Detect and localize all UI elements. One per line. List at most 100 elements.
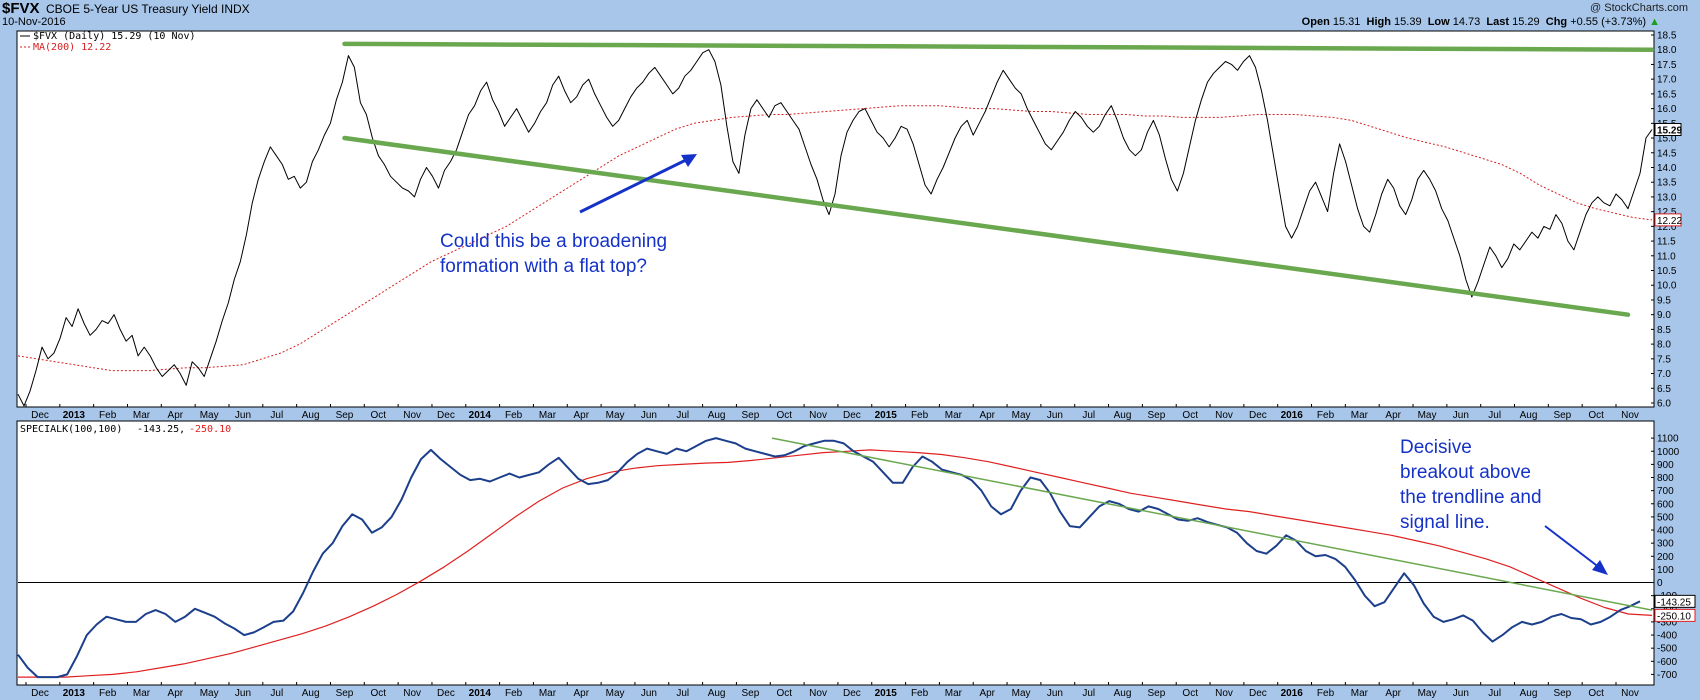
x-tick-label-top: Nov <box>809 410 827 421</box>
y-tick-label-bottom: 1000 <box>1657 447 1680 458</box>
low-value: 14.73 <box>1452 16 1481 28</box>
x-tick-label-bottom: Sep <box>336 688 354 699</box>
x-tick-label-bottom: Dec <box>31 688 49 699</box>
x-tick-label-top: Dec <box>31 410 49 421</box>
last-value: 15.29 <box>1512 16 1540 28</box>
x-tick-label-top: Nov <box>1215 410 1233 421</box>
x-tick-label-top: Mar <box>539 410 557 421</box>
annotation-arrow-top <box>579 156 691 214</box>
x-tick-label-bottom: Nov <box>1215 688 1233 699</box>
y-tick-label-top: 18.0 <box>1657 45 1677 56</box>
y-tick-label-top: 7.5 <box>1657 354 1671 365</box>
y-tick-label-bottom: -300 <box>1657 617 1677 628</box>
price-badge-label: 15.29 <box>1657 126 1682 137</box>
x-tick-label-bottom: 2016 <box>1281 688 1304 699</box>
x-tick-label-bottom: Feb <box>99 688 117 699</box>
y-tick-label-bottom: 200 <box>1657 552 1674 563</box>
x-tick-label-top: Aug <box>1520 410 1538 421</box>
x-tick-label-bottom: Feb <box>1317 688 1335 699</box>
legend-specialk: SPECIALK(100,100) <box>20 424 122 435</box>
x-tick-label-top: Oct <box>776 410 792 421</box>
symbol-name-text: CBOE 5-Year US Treasury Yield <box>46 2 218 16</box>
y-tick-label-top: 16.0 <box>1657 104 1677 115</box>
x-tick-label-bottom: Jun <box>1453 688 1469 699</box>
y-tick-label-top: 12.5 <box>1657 207 1677 218</box>
y-tick-label-bottom: 0 <box>1657 578 1663 589</box>
x-tick-label-top: Aug <box>302 410 320 421</box>
x-tick-label-bottom: Sep <box>1147 688 1165 699</box>
y-tick-label-top: 10.5 <box>1657 266 1677 277</box>
arrow-head-icon <box>681 154 697 167</box>
y-tick-label-top: 12.0 <box>1657 222 1677 233</box>
symbol-name: CBOE 5-Year US Treasury Yield INDX <box>46 2 250 16</box>
x-tick-label-top: Apr <box>1385 410 1401 421</box>
ohlc-readout: Open 15.31 High 15.39 Low 14.73 Last 15.… <box>1302 16 1660 28</box>
x-tick-label-top: Dec <box>1249 410 1267 421</box>
y-tick-label-top: 7.0 <box>1657 369 1671 380</box>
price-badge <box>1654 123 1682 137</box>
chg-value: +0.55 (+3.73%) <box>1570 16 1647 28</box>
y-tick-label-top: 17.0 <box>1657 75 1677 86</box>
x-tick-label-top: Sep <box>1147 410 1165 421</box>
x-tick-label-bottom: Aug <box>1520 688 1538 699</box>
trendline-flat-top <box>342 41 1655 52</box>
signal-line <box>18 449 1653 678</box>
x-tick-label-top: Apr <box>979 410 995 421</box>
low-label: Low <box>1427 16 1450 28</box>
x-tick-label-top: Oct <box>1182 410 1198 421</box>
x-tick-label-top: Dec <box>843 410 861 421</box>
x-tick-label-top: Oct <box>1588 410 1604 421</box>
x-tick-label-top: Feb <box>1317 410 1335 421</box>
x-tick-label-bottom: Feb <box>911 688 929 699</box>
y-tick-label-top: 13.5 <box>1657 178 1677 189</box>
x-tick-label-bottom: Mar <box>539 688 557 699</box>
high-label: High <box>1366 16 1391 28</box>
y-tick-label-bottom: 1100 <box>1657 434 1679 445</box>
x-tick-label-top: 2014 <box>469 410 492 421</box>
x-tick-label-bottom: Sep <box>1553 688 1571 699</box>
x-tick-label-bottom: Aug <box>1114 688 1132 699</box>
indicator-panel <box>16 420 1655 686</box>
x-tick-label-bottom: 2013 <box>63 688 86 699</box>
x-tick-label-bottom: Apr <box>168 688 184 699</box>
x-tick-label-bottom: Mar <box>133 688 151 699</box>
x-tick-label-top: May <box>200 410 219 421</box>
annotation-arrow-bottom <box>1544 525 1601 569</box>
specialk-badge <box>1654 594 1696 608</box>
x-tick-label-bottom: Jul <box>270 688 283 699</box>
y-tick-label-bottom: 700 <box>1657 486 1674 497</box>
x-tick-label-top: Apr <box>573 410 589 421</box>
y-tick-label-top: 16.5 <box>1657 89 1677 100</box>
x-tick-label-bottom: 2015 <box>875 688 898 699</box>
x-tick-label-top: Dec <box>437 410 455 421</box>
x-tick-label-bottom: Feb <box>505 688 523 699</box>
annotation-bottom-line4: signal line. <box>1400 512 1490 533</box>
exchange-label: INDX <box>220 2 250 16</box>
x-tick-label-bottom: May <box>1418 688 1437 699</box>
x-tick-label-top: Aug <box>708 410 726 421</box>
y-tick-label-top: 18.5 <box>1657 31 1677 42</box>
y-tick-label-top: 15.0 <box>1657 134 1677 145</box>
legend-price: $FVX (Daily) 15.29 (10 Nov) <box>33 31 196 42</box>
x-tick-label-top: Sep <box>336 410 354 421</box>
open-value: 15.31 <box>1332 16 1361 28</box>
specialk-badge-label: -143.25 <box>1657 597 1691 608</box>
y-tick-label-bottom: -700 <box>1657 670 1677 681</box>
x-tick-label-bottom: Jul <box>1082 688 1095 699</box>
x-tick-label-bottom: Dec <box>437 688 455 699</box>
y-tick-label-bottom: 900 <box>1657 460 1674 471</box>
y-tick-label-bottom: 400 <box>1657 526 1674 537</box>
x-tick-label-top: Jul <box>270 410 283 421</box>
x-tick-label-bottom: Apr <box>1385 688 1401 699</box>
x-tick-label-bottom: Oct <box>1182 688 1198 699</box>
x-tick-label-top: Jun <box>1047 410 1063 421</box>
x-tick-label-top: Sep <box>1553 410 1571 421</box>
y-tick-label-top: 9.0 <box>1657 310 1671 321</box>
annotation-top-line2: formation with a flat top? <box>440 256 647 277</box>
y-tick-label-top: 6.5 <box>1657 384 1671 395</box>
annotation-top-line1: Could this be a broadening <box>440 231 667 252</box>
chg-label: Chg <box>1545 16 1568 28</box>
x-tick-label-bottom: Nov <box>403 688 421 699</box>
x-tick-label-bottom: Dec <box>1249 688 1267 699</box>
legend-ma: MA(200) 12.22 <box>33 42 111 53</box>
